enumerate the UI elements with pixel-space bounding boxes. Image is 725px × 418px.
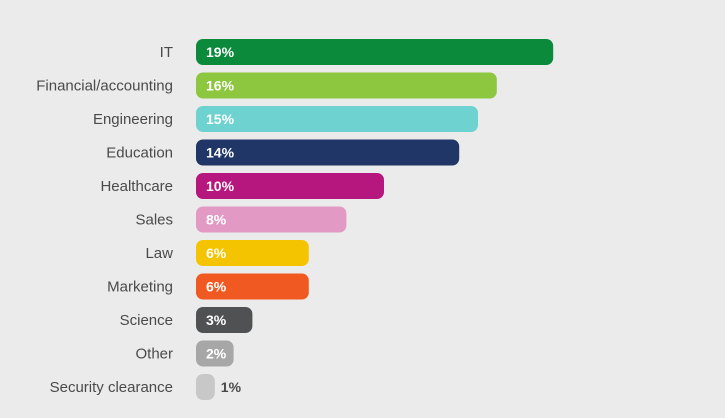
bar-row: Financial/accounting 16% (36, 72, 497, 99)
bar (196, 173, 384, 199)
category-label: IT (160, 44, 173, 61)
bar (196, 139, 460, 166)
bar (196, 106, 478, 132)
bar (196, 72, 497, 99)
category-label: Education (106, 145, 173, 162)
bar-row: Law 6% (145, 240, 309, 266)
value-label: 19% (206, 44, 235, 60)
bar-row: Education 14% (106, 139, 460, 166)
category-label: Other (135, 346, 173, 363)
bar-row: Engineering 15% (93, 106, 478, 132)
category-label: Law (145, 245, 173, 262)
bar-row: Other 2% (135, 340, 234, 367)
value-label: 16% (206, 78, 235, 94)
category-label: Sales (135, 212, 173, 229)
value-label: 8% (206, 212, 227, 228)
bar (196, 374, 215, 400)
value-label: 1% (221, 379, 242, 395)
value-label: 6% (206, 279, 227, 295)
category-label: Healthcare (100, 178, 173, 195)
bar-row: Science 3% (120, 307, 253, 333)
bar (196, 206, 347, 233)
value-label: 10% (206, 178, 235, 194)
bar (196, 39, 554, 65)
category-label: Engineering (93, 111, 173, 128)
bar (196, 240, 309, 266)
bar-row: Sales 8% (135, 206, 347, 233)
category-label: Financial/accounting (36, 78, 173, 95)
value-label: 6% (206, 245, 227, 261)
category-label: Science (120, 312, 173, 329)
value-label: 2% (206, 346, 227, 362)
bar-row: Security clearance 1% (50, 374, 242, 400)
category-label: Security clearance (50, 379, 173, 396)
bar (196, 307, 253, 333)
value-label: 15% (206, 111, 235, 127)
bar-row: IT 19% (160, 39, 554, 65)
bar (196, 340, 234, 367)
value-label: 14% (206, 145, 235, 161)
bar-row: Healthcare 10% (100, 173, 384, 199)
bar-row: Marketing 6% (107, 273, 309, 300)
bar (196, 273, 309, 300)
category-label: Marketing (107, 279, 173, 296)
value-label: 3% (206, 312, 227, 328)
